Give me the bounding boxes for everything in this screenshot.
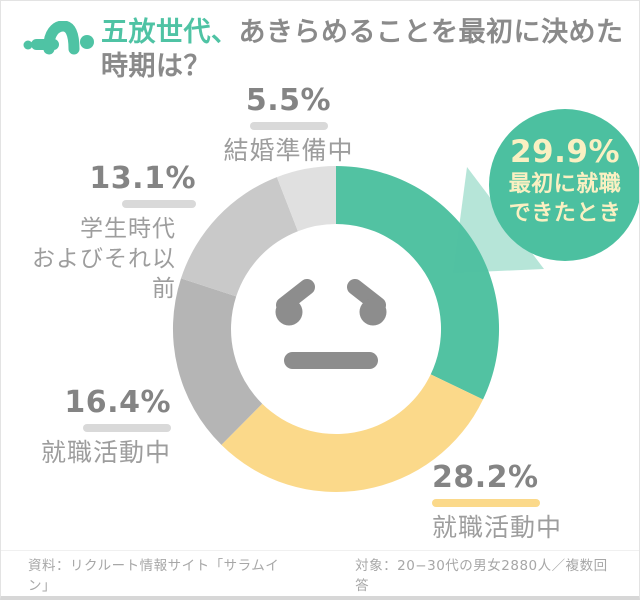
category-name-line1: 学生時代 [80,216,176,242]
troubled-face [275,279,387,369]
donut-segments [172,165,500,493]
percent-value: 29.9% [509,134,621,170]
label-student-days: 13.1% 学生時代 およびそれ以前 [21,163,196,304]
label-marriage-prep: 5.5% 結婚準備中 [206,85,371,166]
right-eye-icon [347,279,387,326]
label-job-hunting-yellow: 28.2% 就職活動中 [432,460,639,543]
page-title: 五放世代、あきらめることを最初に決めた 時期は？ [101,16,624,84]
donut-segment [276,166,336,232]
orz-person-icon [23,21,94,55]
label-job-hunting-gray: 16.4% 就職活動中 [16,387,171,468]
donut-segment [221,374,483,493]
donut-segment [336,165,500,400]
highlight-bubble: 29.9% 最初に就職 できたとき [489,109,639,261]
title-highlight: 五放世代、 [101,17,239,48]
title-rest: あきらめることを最初に決めた [238,17,624,48]
category-name-line1: 最初に就職 [508,172,622,197]
footer-source: 資料：リクルート情報サイト「サラムイン」 [28,557,280,594]
mouth-icon [284,352,378,369]
percent-value: 28.2% [432,460,539,495]
footer-target: 対象：20−30代の男女2880人／複数回答 [355,557,608,594]
category-name: 就職活動中 [432,513,563,542]
category-name-line2: できたとき [508,201,622,226]
left-eye-icon [275,279,315,326]
category-name: 就職活動中 [40,438,171,467]
donut-segment [181,177,298,297]
underline-bar [249,122,328,130]
underline-bar [432,499,540,507]
footer: 資料：リクルート情報サイト「サラムイン」 対象：20−30代の男女2880人／複… [1,550,639,596]
category-name: 結婚準備中 [223,136,354,165]
title-line2: 時期は？ [101,51,211,82]
underline-bar [83,424,171,432]
underline-bar [122,200,196,208]
percent-value: 16.4% [64,385,171,420]
percent-value: 5.5% [245,83,332,118]
donut-segment [172,278,263,445]
category-name-line2: およびそれ以前 [32,246,176,302]
percent-value: 13.1% [89,161,196,196]
